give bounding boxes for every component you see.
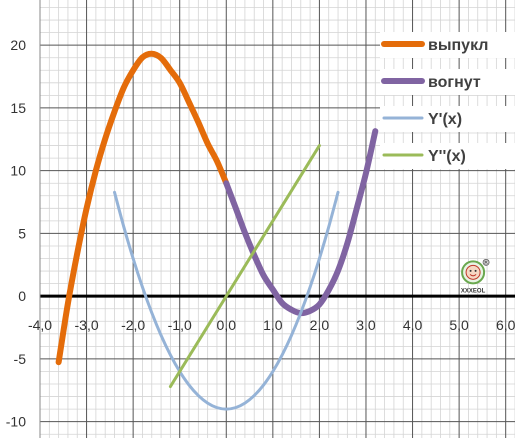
tick-labels: -4,0 -3,0 -2,0 -1,0 0,0 1,0 2,0 3,0 4,0 5,0 6,0 -10… [6, 37, 515, 430]
legend: выпукл вогнут Y'(x) Y''(x) [380, 32, 515, 169]
x-tick-label: 0,0 [217, 317, 237, 333]
logo-label: XXXEOL [461, 288, 486, 294]
y-tick-label: 0 [18, 288, 26, 304]
series-line-vypukl [55, 50, 230, 366]
y-tick-label: 20 [10, 37, 26, 53]
x-tick-label: 2,0 [310, 317, 330, 333]
x-tick-label: 3,0 [356, 317, 376, 333]
legend-label: выпукл [428, 37, 488, 54]
series-layer [55, 50, 379, 411]
y-tick-label: 10 [10, 163, 26, 179]
x-tick-label: 1,0 [263, 317, 283, 333]
minor-gridlines [40, 0, 515, 438]
y-tick-label: -5 [14, 351, 27, 367]
axes [39, 0, 515, 438]
major-gridlines [39, 0, 515, 438]
registered-mark [482, 258, 490, 266]
series-line-y-double-prime [168, 144, 321, 389]
series-line-y-prime [113, 190, 340, 411]
y-tick-label: 5 [18, 225, 26, 241]
x-tick-label: -1,0 [168, 317, 192, 333]
x-tick-label: -3,0 [75, 317, 99, 333]
y-tick-label: 15 [10, 100, 26, 116]
y-tick-label: -10 [6, 414, 26, 430]
logo-face [465, 264, 481, 280]
legend-label: Y'(x) [428, 111, 462, 128]
x-tick-label: -2,0 [121, 317, 145, 333]
logo-mouth [469, 273, 477, 277]
x-tick-label: 6,0 [496, 317, 515, 333]
x-tick-label: 5,0 [449, 317, 469, 333]
x-tick-label: -4,0 [28, 317, 52, 333]
logo-badge: ® XXXEOL [461, 258, 490, 294]
x-tick-label: 4,0 [403, 317, 423, 333]
registered-symbol: ® [484, 259, 489, 266]
legend-label: Y''(x) [428, 148, 466, 165]
logo-eye [469, 269, 472, 272]
logo-eye [474, 269, 477, 272]
legend-label: вогнут [428, 74, 481, 91]
